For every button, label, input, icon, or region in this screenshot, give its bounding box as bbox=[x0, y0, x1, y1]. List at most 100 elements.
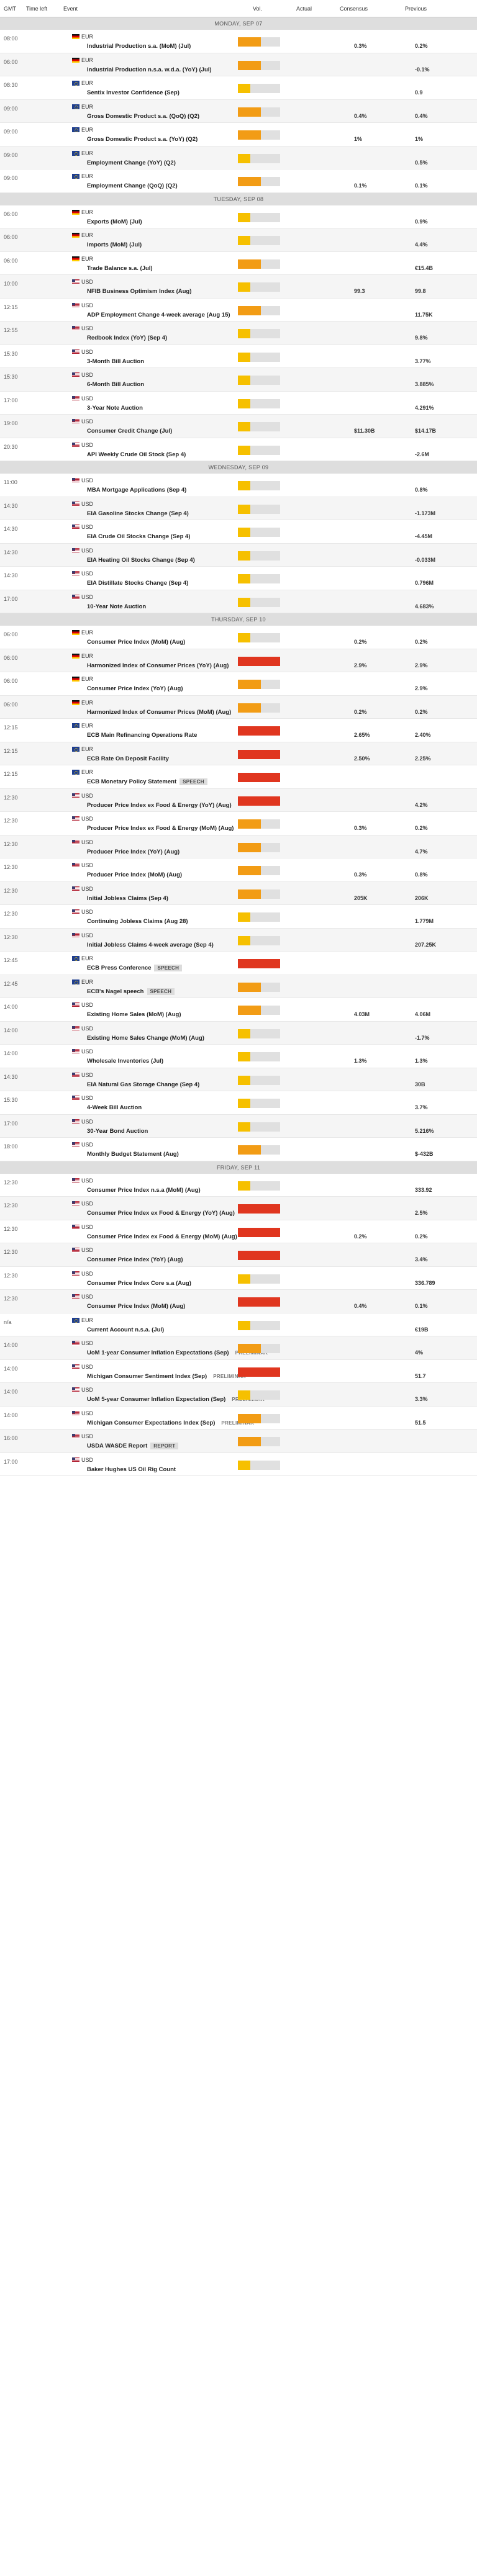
event-row[interactable]: 14:00 USD Michigan Consumer Sentiment Inde… bbox=[0, 1360, 477, 1383]
event-row[interactable]: 06:00 EUR Trade Balance s.a. (Jul) €15.4B bbox=[0, 252, 477, 275]
event-name[interactable]: 3-Month Bill Auction bbox=[87, 358, 144, 365]
event-row[interactable]: 10:00 USD NFIB Business Optimism Index (Au… bbox=[0, 275, 477, 299]
event-name[interactable]: EIA Gasoline Stocks Change (Sep 4) bbox=[87, 510, 189, 517]
event-row[interactable]: 09:00 EUR Gross Domestic Product s.a. (QoQ… bbox=[0, 99, 477, 123]
event-row[interactable]: 15:30 USD 4-Week Bill Auction 3.7% bbox=[0, 1091, 477, 1115]
event-row[interactable]: n/a EUR Current Account n.s.a. (Jul) €19B bbox=[0, 1313, 477, 1336]
event-row[interactable]: 12:30 USD Consumer Price Index ex Food & E… bbox=[0, 1197, 477, 1220]
event-name[interactable]: Baker Hughes US Oil Rig Count bbox=[87, 1466, 176, 1473]
event-name[interactable]: API Weekly Crude Oil Stock (Sep 4) bbox=[87, 451, 186, 458]
event-name[interactable]: Current Account n.s.a. (Jul) bbox=[87, 1326, 164, 1333]
event-name[interactable]: Consumer Price Index n.s.a (MoM) (Aug) bbox=[87, 1187, 201, 1194]
event-row[interactable]: 06:00 EUR Harmonized Index of Consumer Pri… bbox=[0, 649, 477, 672]
event-row[interactable]: 14:00 USD UoM 1-year Consumer Inflation Ex… bbox=[0, 1336, 477, 1360]
event-name[interactable]: USDA WASDE Report REPORT bbox=[87, 1443, 179, 1449]
event-name[interactable]: Harmonized Index of Consumer Prices (YoY… bbox=[87, 662, 229, 669]
event-row[interactable]: 17:00 USD Baker Hughes US Oil Rig Count bbox=[0, 1453, 477, 1476]
event-name[interactable]: Industrial Production n.s.a. w.d.a. (YoY… bbox=[87, 66, 212, 73]
event-row[interactable]: 09:00 EUR Employment Change (QoQ) (Q2) 0.1%… bbox=[0, 169, 477, 193]
event-row[interactable]: 12:30 USD Initial Jobless Claims (Sep 4) 20… bbox=[0, 881, 477, 905]
event-name[interactable]: Monthly Budget Statement (Aug) bbox=[87, 1151, 179, 1158]
event-name[interactable]: Consumer Price Index Core s.a (Aug) bbox=[87, 1280, 191, 1287]
event-name[interactable]: 4-Week Bill Auction bbox=[87, 1104, 142, 1111]
event-row[interactable]: 06:00 EUR Consumer Price Index (MoM) (Aug)… bbox=[0, 626, 477, 649]
event-name[interactable]: Gross Domestic Product s.a. (YoY) (Q2) bbox=[87, 136, 198, 143]
event-row[interactable]: 14:30 USD EIA Gasoline Stocks Change (Sep … bbox=[0, 497, 477, 520]
event-row[interactable]: 06:00 EUR Industrial Production n.s.a. w.d… bbox=[0, 53, 477, 76]
event-name[interactable]: MBA Mortgage Applications (Sep 4) bbox=[87, 487, 186, 493]
event-name[interactable]: Exports (MoM) (Jul) bbox=[87, 218, 142, 225]
event-name[interactable]: Consumer Price Index (YoY) (Aug) bbox=[87, 1256, 183, 1263]
event-name[interactable]: Employment Change (QoQ) (Q2) bbox=[87, 182, 178, 189]
event-name[interactable]: 10-Year Note Auction bbox=[87, 603, 146, 610]
event-row[interactable]: 12:30 USD Consumer Price Index (MoM) (Aug)… bbox=[0, 1290, 477, 1313]
event-row[interactable]: 11:00 USD MBA Mortgage Applications (Sep 4… bbox=[0, 474, 477, 497]
event-name[interactable]: NFIB Business Optimism Index (Aug) bbox=[87, 288, 191, 295]
event-row[interactable]: 14:30 USD EIA Heating Oil Stocks Change (S… bbox=[0, 543, 477, 567]
event-row[interactable]: 12:15 EUR ECB Monetary Policy Statement SPE… bbox=[0, 765, 477, 789]
event-name[interactable]: Wholesale Inventories (Jul) bbox=[87, 1058, 163, 1065]
event-name[interactable]: Consumer Price Index (MoM) (Aug) bbox=[87, 639, 185, 646]
event-name[interactable]: EIA Natural Gas Storage Change (Sep 4) bbox=[87, 1081, 199, 1088]
event-row[interactable]: 12:30 USD Continuing Jobless Claims (Aug 2… bbox=[0, 905, 477, 929]
event-row[interactable]: 12:15 EUR ECB Rate On Deposit Facility 2.50… bbox=[0, 742, 477, 765]
event-row[interactable]: 14:30 USD EIA Distillate Stocks Change (Se… bbox=[0, 567, 477, 590]
event-row[interactable]: 15:30 USD 6-Month Bill Auction 3.885% bbox=[0, 368, 477, 392]
event-name[interactable]: Consumer Price Index ex Food & Energy (M… bbox=[87, 1233, 237, 1240]
event-name[interactable]: ECB Press Conference SPEECH bbox=[87, 965, 183, 971]
event-name[interactable]: Trade Balance s.a. (Jul) bbox=[87, 265, 153, 272]
event-row[interactable]: 12:45 EUR ECB Press Conference SPEECH bbox=[0, 952, 477, 975]
event-row[interactable]: 12:30 USD Producer Price Index ex Food & E… bbox=[0, 812, 477, 835]
event-name[interactable]: 30-Year Bond Auction bbox=[87, 1128, 148, 1135]
event-row[interactable]: 06:00 EUR Exports (MoM) (Jul) 0.9% bbox=[0, 205, 477, 228]
event-name[interactable]: Michigan Consumer Sentiment Index (Sep) P… bbox=[87, 1373, 249, 1380]
event-row[interactable]: 12:30 USD Consumer Price Index n.s.a (MoM)… bbox=[0, 1174, 477, 1197]
event-row[interactable]: 14:00 USD Existing Home Sales (MoM) (Aug) 4… bbox=[0, 998, 477, 1022]
event-row[interactable]: 12:30 USD Consumer Price Index ex Food & E… bbox=[0, 1220, 477, 1243]
event-name[interactable]: EIA Crude Oil Stocks Change (Sep 4) bbox=[87, 533, 190, 540]
event-row[interactable]: 18:00 USD Monthly Budget Statement (Aug) $-… bbox=[0, 1138, 477, 1161]
event-row[interactable]: 19:00 USD Consumer Credit Change (Jul) $11.… bbox=[0, 415, 477, 438]
event-name[interactable]: Consumer Price Index (YoY) (Aug) bbox=[87, 685, 183, 692]
event-row[interactable]: 17:00 USD 3-Year Note Auction 4.291% bbox=[0, 392, 477, 415]
event-row[interactable]: 08:30 EUR Sentix Investor Confidence (Sep)… bbox=[0, 76, 477, 100]
event-row[interactable]: 06:00 EUR Consumer Price Index (YoY) (Aug)… bbox=[0, 672, 477, 696]
event-name[interactable]: ECB Monetary Policy Statement SPEECH bbox=[87, 778, 207, 785]
event-row[interactable]: 14:00 USD Existing Home Sales Change (MoM)… bbox=[0, 1021, 477, 1045]
event-name[interactable]: Redbook Index (YoY) (Sep 4) bbox=[87, 335, 167, 341]
event-name[interactable]: Consumer Price Index ex Food & Energy (Y… bbox=[87, 1210, 235, 1217]
event-name[interactable]: ECB Rate On Deposit Facility bbox=[87, 755, 169, 762]
event-name[interactable]: Industrial Production s.a. (MoM) (Jul) bbox=[87, 43, 191, 50]
event-row[interactable]: 15:30 USD 3-Month Bill Auction 3.77% bbox=[0, 345, 477, 368]
event-name[interactable]: Existing Home Sales (MoM) (Aug) bbox=[87, 1011, 181, 1018]
event-name[interactable]: Gross Domestic Product s.a. (QoQ) (Q2) bbox=[87, 113, 199, 120]
event-name[interactable]: Harmonized Index of Consumer Prices (MoM… bbox=[87, 709, 231, 716]
event-row[interactable]: 14:00 USD UoM 5-year Consumer Inflation Ex… bbox=[0, 1383, 477, 1407]
event-name[interactable]: Initial Jobless Claims 4-week average (S… bbox=[87, 942, 214, 948]
event-name[interactable]: Michigan Consumer Expectations Index (Se… bbox=[87, 1420, 257, 1426]
event-name[interactable]: ADP Employment Change 4-week average (Au… bbox=[87, 312, 230, 318]
event-row[interactable]: 12:15 USD ADP Employment Change 4-week ave… bbox=[0, 299, 477, 322]
event-name[interactable]: ECB's Nagel speech SPEECH bbox=[87, 988, 175, 995]
event-row[interactable]: 12:30 USD Consumer Price Index Core s.a (A… bbox=[0, 1267, 477, 1290]
event-name[interactable]: EIA Distillate Stocks Change (Sep 4) bbox=[87, 580, 188, 587]
event-row[interactable]: 06:00 EUR Imports (MoM) (Jul) 4.4% bbox=[0, 228, 477, 252]
event-row[interactable]: 08:00 EUR Industrial Production s.a. (MoM)… bbox=[0, 30, 477, 53]
event-row[interactable]: 17:00 USD 10-Year Note Auction 4.683% bbox=[0, 590, 477, 613]
event-name[interactable]: Producer Price Index ex Food & Energy (M… bbox=[87, 825, 234, 832]
event-row[interactable]: 12:30 USD Producer Price Index (MoM) (Aug)… bbox=[0, 858, 477, 882]
event-name[interactable]: ECB Main Refinancing Operations Rate bbox=[87, 732, 197, 739]
event-name[interactable]: 6-Month Bill Auction bbox=[87, 381, 144, 388]
event-name[interactable]: Consumer Price Index (MoM) (Aug) bbox=[87, 1303, 185, 1310]
event-name[interactable]: Existing Home Sales Change (MoM) (Aug) bbox=[87, 1035, 204, 1042]
event-row[interactable]: 12:30 USD Producer Price Index ex Food & E… bbox=[0, 788, 477, 812]
event-row[interactable]: 14:30 USD EIA Crude Oil Stocks Change (Sep… bbox=[0, 520, 477, 544]
event-name[interactable]: Consumer Credit Change (Jul) bbox=[87, 428, 172, 435]
event-row[interactable]: 12:15 EUR ECB Main Refinancing Operations … bbox=[0, 719, 477, 742]
event-row[interactable]: 14:30 USD EIA Natural Gas Storage Change (… bbox=[0, 1068, 477, 1091]
event-row[interactable]: 06:00 EUR Harmonized Index of Consumer Pri… bbox=[0, 695, 477, 719]
event-name[interactable]: Initial Jobless Claims (Sep 4) bbox=[87, 895, 168, 902]
event-row[interactable]: 16:00 USD USDA WASDE Report REPORT bbox=[0, 1430, 477, 1453]
event-row[interactable]: 14:00 USD Wholesale Inventories (Jul) 1.3% 1… bbox=[0, 1045, 477, 1068]
event-name[interactable]: EIA Heating Oil Stocks Change (Sep 4) bbox=[87, 557, 195, 564]
